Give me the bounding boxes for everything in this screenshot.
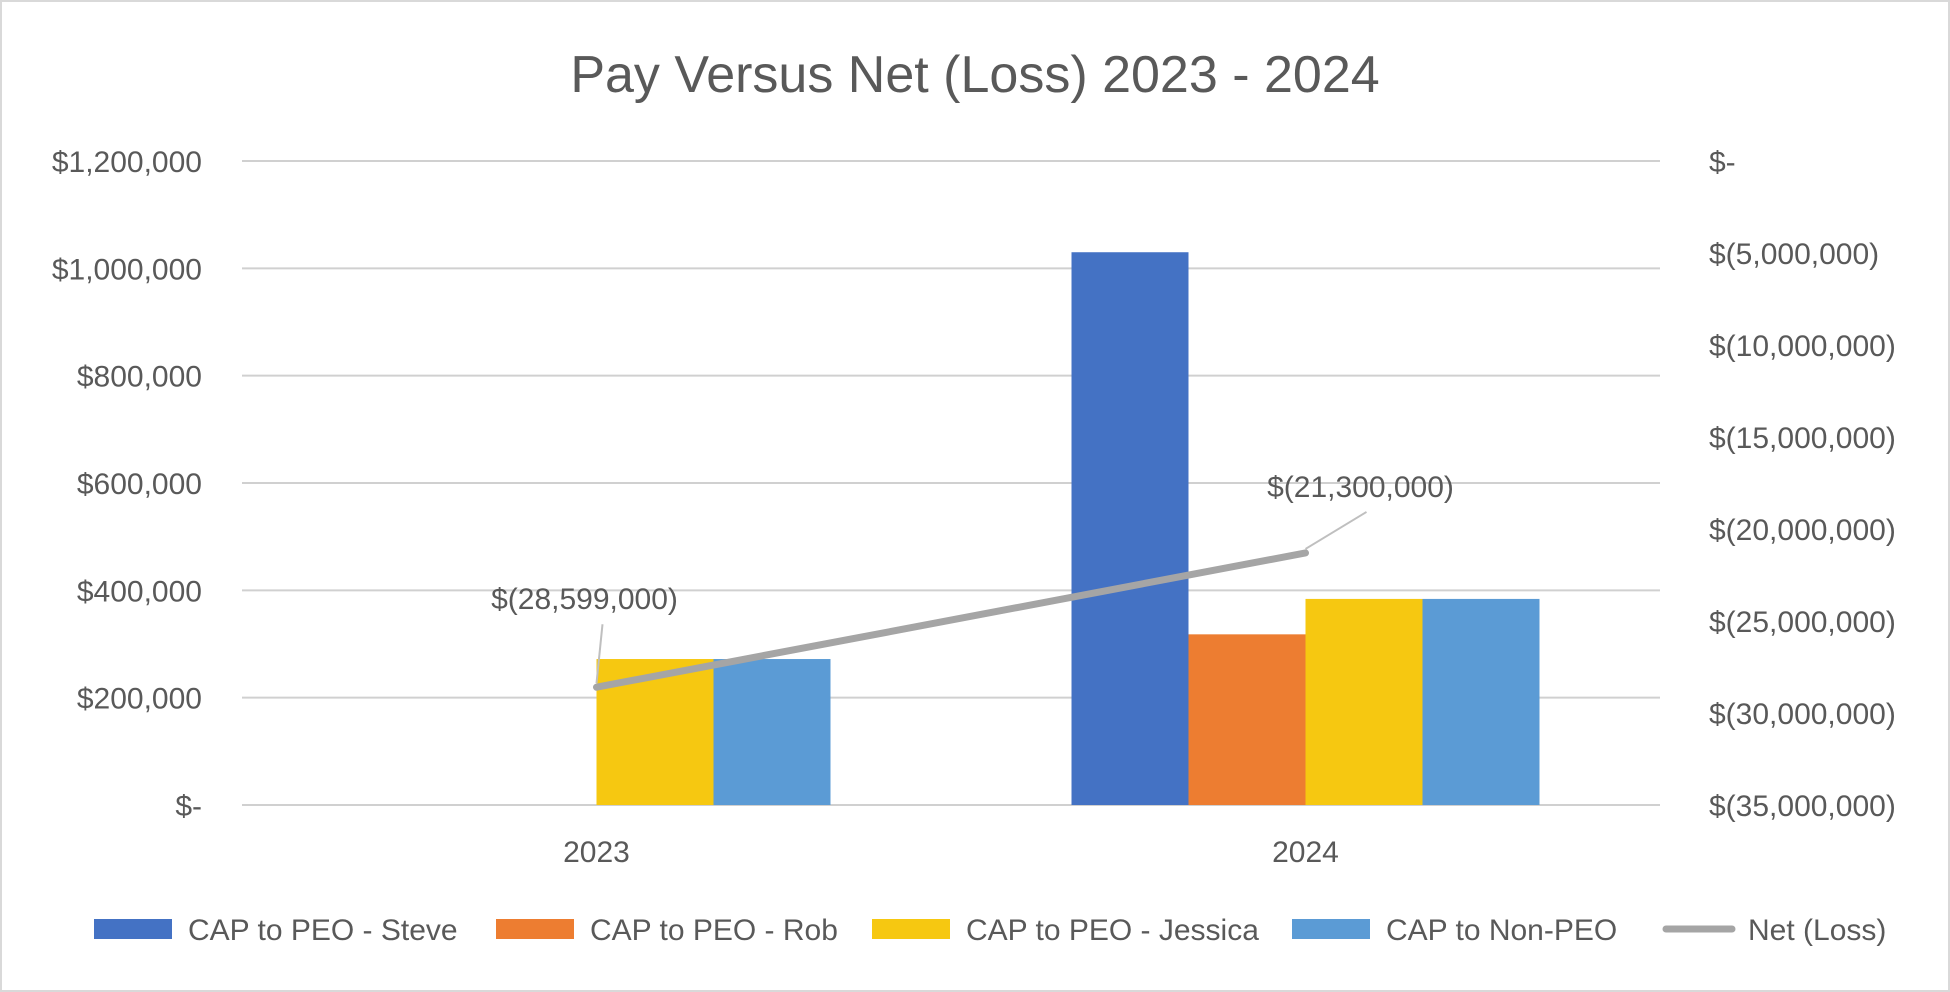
gridlines (242, 160, 1660, 806)
net-loss-data-label: $(21,300,000) (1267, 471, 1454, 504)
legend-swatch-cap-to-peo-jessica (872, 919, 950, 939)
legend-swatch-cap-to-peo-steve (94, 919, 172, 939)
x-category-label: 2024 (1272, 836, 1339, 869)
legend-label: CAP to PEO - Steve (188, 914, 458, 947)
data-label-leader (1304, 511, 1368, 550)
bar-cap-to-peo-jessica-2024 (1305, 598, 1423, 805)
right-tick-label: $(10,000,000) (1709, 330, 1896, 363)
bars (596, 252, 1540, 805)
left-tick-label: $800,000 (77, 361, 202, 394)
bar-cap-to-non-peo-2024 (1422, 598, 1540, 805)
legend-label: CAP to PEO - Rob (590, 914, 838, 947)
right-tick-label: $(30,000,000) (1709, 698, 1896, 731)
legend-label: CAP to PEO - Jessica (966, 914, 1259, 947)
left-tick-label: $- (175, 790, 202, 823)
legend-swatch-cap-to-non-peo (1292, 919, 1370, 939)
bar-cap-to-peo-rob-2024 (1188, 634, 1306, 805)
net-loss-line (593, 549, 1309, 691)
bar-cap-to-peo-steve-2024 (1071, 252, 1189, 805)
left-tick-label: $400,000 (77, 575, 202, 608)
left-tick-label: $200,000 (77, 683, 202, 716)
net-loss-line-group: $(28,599,000) $(21,300,000) (491, 471, 1454, 691)
x-axis: 2023 2024 (563, 836, 1339, 869)
legend-label: Net (Loss) (1748, 914, 1886, 947)
chart-title: Pay Versus Net (Loss) 2023 - 2024 (570, 46, 1379, 104)
legend-label: CAP to Non-PEO (1386, 914, 1617, 947)
right-tick-label: $- (1709, 146, 1736, 179)
left-tick-label: $600,000 (77, 468, 202, 501)
bar-cap-to-non-peo-2023 (713, 659, 831, 805)
x-category-label: 2023 (563, 836, 630, 869)
data-label-leader (595, 624, 604, 684)
right-tick-label: $(35,000,000) (1709, 790, 1896, 823)
net-loss-data-label: $(28,599,000) (491, 583, 678, 616)
legend-swatch-cap-to-peo-rob (496, 919, 574, 939)
left-tick-label: $1,200,000 (52, 146, 202, 179)
right-tick-label: $(20,000,000) (1709, 514, 1896, 547)
left-axis: $- $200,000 $400,000 $600,000 $800,000 $1,000… (52, 146, 202, 823)
right-axis: $- $(5,000,000) $(10,000,000) $(15,000,000)… (1709, 146, 1896, 823)
right-tick-label: $(5,000,000) (1709, 238, 1879, 271)
right-tick-label: $(15,000,000) (1709, 422, 1896, 455)
left-tick-label: $1,000,000 (52, 253, 202, 286)
right-tick-label: $(25,000,000) (1709, 606, 1896, 639)
legend: CAP to PEO - Steve CAP to PEO - Rob CAP to… (94, 914, 1886, 947)
